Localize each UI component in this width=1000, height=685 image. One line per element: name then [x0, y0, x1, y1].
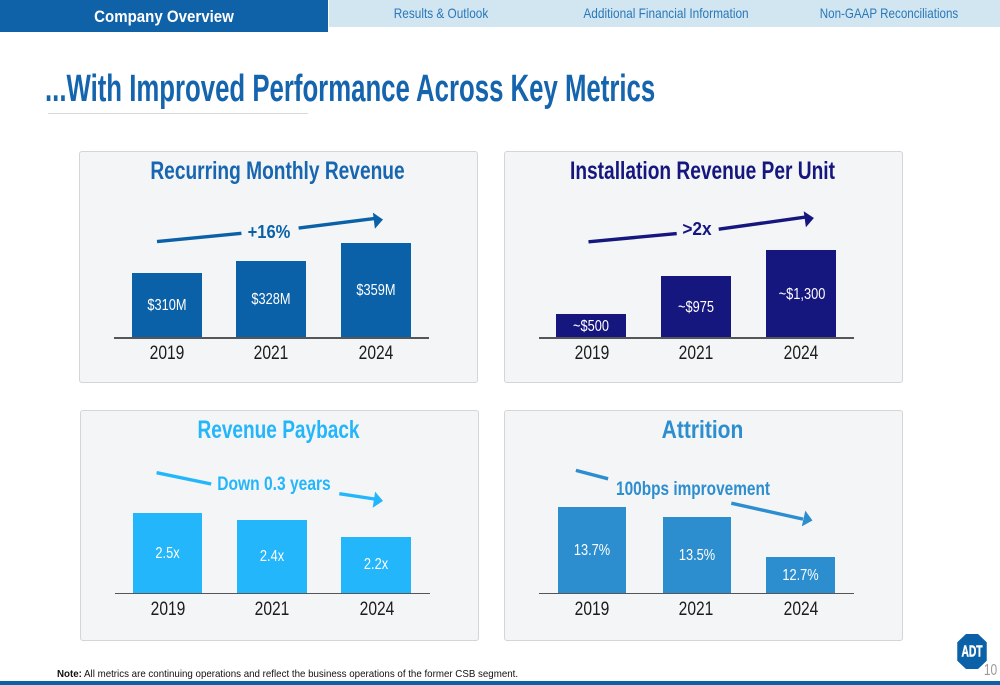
- svg-text:ADT: ADT: [961, 643, 982, 661]
